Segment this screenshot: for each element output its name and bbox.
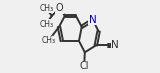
Text: N: N [89, 15, 97, 25]
Text: N: N [111, 40, 119, 50]
Text: CH₃: CH₃ [39, 20, 53, 29]
Text: O: O [56, 3, 63, 13]
Text: CH₃: CH₃ [39, 4, 53, 13]
Text: CH₃: CH₃ [41, 36, 55, 45]
Text: Cl: Cl [79, 61, 89, 71]
